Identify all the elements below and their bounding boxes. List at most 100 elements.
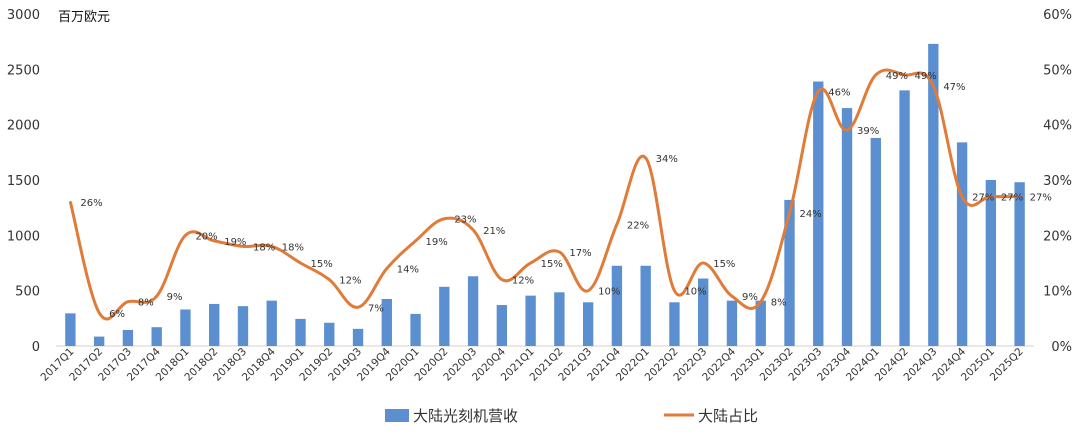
bar-2020Q3 — [467, 276, 479, 346]
line-point-2022Q1 — [644, 156, 647, 160]
line-data-label: 23% — [454, 215, 476, 226]
legend: 大陆光刻机营收 大陆占比 — [385, 407, 758, 425]
line-point-2024Q1 — [874, 73, 877, 77]
line-data-label: 46% — [828, 87, 850, 98]
left-axis-tick-label: 1500 — [7, 174, 40, 189]
line-point-2023Q4 — [845, 129, 849, 132]
bar-2021Q2 — [554, 292, 565, 346]
line-data-label: 12% — [512, 276, 534, 287]
right-axis-tick-label: 20% — [1043, 229, 1072, 244]
line-point-2019Q3 — [356, 306, 360, 309]
left-axis: 0 500 1000 1500 2000 2500 3000 — [7, 8, 40, 355]
line-data-label: 17% — [569, 248, 591, 259]
line-data-label: 19% — [426, 237, 448, 248]
line-data-label: 6% — [109, 309, 125, 320]
line-data-label: 8% — [138, 298, 154, 309]
line-point-2023Q1 — [759, 300, 762, 303]
left-axis-tick-label: 500 — [15, 285, 40, 300]
line-data-labels: 26% 6% 8% 9% 20% 19% 18% 18% 15% 12% 7% 14% 19% 23% 21… — [80, 71, 1051, 320]
line-data-label: 9% — [742, 292, 758, 303]
bar-2017Q3 — [122, 329, 134, 346]
line-point-2020Q1 — [414, 239, 417, 243]
bar-2024Q2 — [899, 90, 910, 346]
bar-2018Q4 — [266, 300, 277, 346]
line-point-2018Q4 — [270, 245, 273, 248]
line-point-2020Q4 — [500, 278, 504, 281]
bar-2023Q4 — [841, 108, 853, 346]
bar-2018Q3 — [237, 306, 249, 346]
line-data-label: 26% — [80, 198, 102, 209]
line-data-label: 24% — [800, 209, 822, 220]
bar-2024Q4 — [956, 142, 968, 346]
line-data-label: 10% — [598, 287, 620, 298]
legend-swatch-bar — [385, 409, 409, 422]
line-point-2025Q1 — [989, 195, 993, 198]
line-point-2021Q2 — [558, 250, 561, 254]
bar-series — [65, 43, 1025, 347]
line-data-label: 49% — [915, 71, 937, 82]
line-point-2017Q1 — [69, 200, 72, 204]
line-point-2024Q3 — [932, 84, 935, 88]
line-point-2022Q3 — [702, 261, 705, 265]
legend-label-line: 大陆占比 — [698, 407, 758, 425]
line-point-2018Q3 — [241, 245, 245, 248]
bar-2020Q2 — [439, 286, 450, 346]
line-data-label: 7% — [368, 303, 384, 314]
line-point-2021Q1 — [529, 261, 532, 265]
line-point-2017Q3 — [126, 300, 130, 303]
bar-2022Q3 — [698, 278, 709, 346]
line-point-2025Q2 — [1018, 195, 1021, 198]
bar-2023Q3 — [813, 81, 824, 347]
line-data-label: 47% — [943, 82, 965, 93]
line-point-2022Q4 — [730, 295, 734, 298]
line-data-label: 27% — [1001, 193, 1023, 204]
line-point-2019Q2 — [328, 278, 331, 281]
line-data-label: 21% — [483, 226, 505, 237]
bar-2020Q1 — [410, 313, 421, 346]
bar-2017Q4 — [151, 327, 162, 346]
line-point-2017Q4 — [155, 295, 158, 298]
line-point-2024Q2 — [903, 73, 906, 77]
line-data-label: 49% — [886, 71, 908, 82]
line-data-label: 14% — [397, 265, 419, 276]
line-data-label: 15% — [541, 259, 563, 270]
bar-2019Q2 — [324, 322, 335, 346]
line-point-2024Q4 — [960, 195, 964, 198]
right-axis-tick-label: 40% — [1043, 119, 1072, 134]
line-data-label: 12% — [339, 276, 361, 287]
line-series — [68, 68, 1021, 321]
line-point-2021Q3 — [586, 289, 590, 292]
line-data-label: 18% — [253, 242, 275, 253]
line-point-2019Q4 — [385, 267, 388, 270]
left-axis-tick-label: 3000 — [7, 8, 40, 23]
left-axis-tick-label: 0 — [32, 340, 40, 355]
left-axis-unit-label: 百万欧元 — [58, 10, 110, 25]
line-point-2017Q2 — [97, 311, 101, 314]
line-point-2018Q1 — [184, 234, 187, 237]
right-axis-tick-label: 60% — [1043, 8, 1072, 23]
line-data-label: 15% — [311, 259, 333, 270]
legend-label-bar: 大陆光刻机营收 — [413, 407, 518, 425]
bar-2019Q3 — [352, 328, 364, 346]
line-data-label: 34% — [656, 154, 678, 165]
bar-2019Q4 — [381, 298, 392, 346]
bar-2017Q1 — [65, 313, 76, 346]
bar-2021Q1 — [525, 295, 536, 346]
bar-2021Q4 — [611, 265, 623, 346]
left-axis-tick-label: 1000 — [7, 229, 40, 244]
line-point-2023Q3 — [817, 90, 820, 93]
bar-2022Q1 — [640, 265, 651, 346]
line-point-2020Q2 — [443, 217, 446, 220]
bar-2023Q2 — [784, 199, 795, 346]
line-path — [68, 68, 1020, 321]
bar-2024Q1 — [870, 137, 881, 346]
line-data-label: 19% — [224, 237, 246, 248]
bar-2025Q1 — [985, 180, 997, 346]
line-data-label: 22% — [627, 220, 649, 231]
line-data-label: 39% — [857, 126, 879, 137]
line-point-2018Q2 — [213, 239, 216, 243]
line-data-label: 27% — [972, 193, 994, 204]
right-axis-tick-label: 50% — [1043, 63, 1072, 78]
bar-2021Q3 — [582, 302, 594, 346]
bar-2024Q3 — [928, 43, 939, 346]
